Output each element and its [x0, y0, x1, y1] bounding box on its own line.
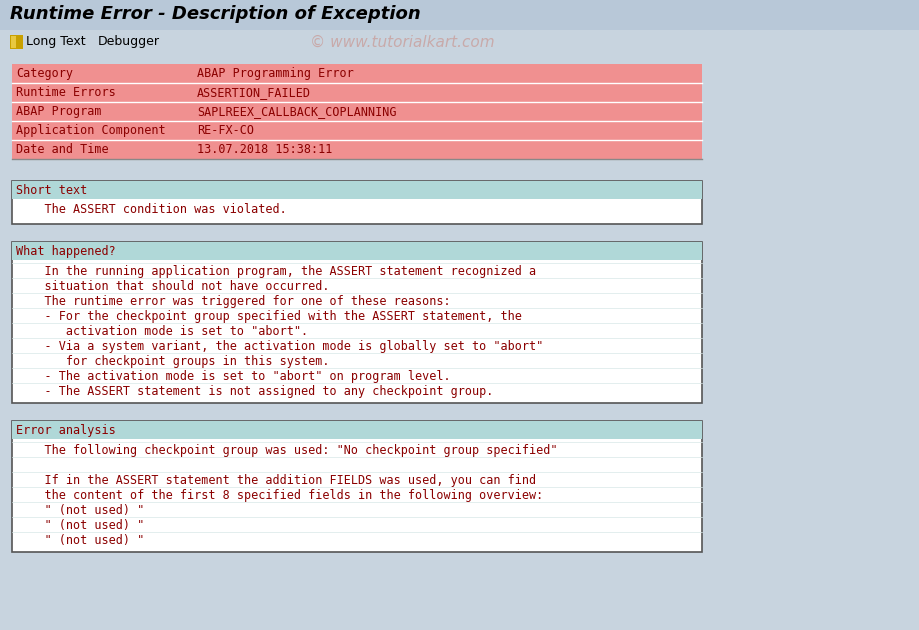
Bar	[12, 83, 702, 102]
Bar	[12, 421, 702, 552]
Bar	[11, 36, 16, 48]
Bar	[0, 0, 919, 30]
Text: Runtime Errors: Runtime Errors	[16, 86, 116, 99]
Text: Runtime Error - Description of Exception: Runtime Error - Description of Exception	[10, 5, 421, 23]
Text: ABAP Programming Error: ABAP Programming Error	[197, 67, 354, 80]
Bar	[12, 121, 702, 140]
Text: for checkpoint groups in this system.: for checkpoint groups in this system.	[16, 355, 330, 368]
Text: RE-FX-CO: RE-FX-CO	[197, 124, 254, 137]
Text: © www.tutorialkart.com: © www.tutorialkart.com	[310, 35, 494, 50]
Bar	[12, 102, 702, 121]
Text: The ASSERT condition was violated.: The ASSERT condition was violated.	[16, 203, 287, 216]
Text: Application Component: Application Component	[16, 124, 165, 137]
Bar	[12, 181, 702, 199]
Text: If in the ASSERT statement the addition FIELDS was used, you can find: If in the ASSERT statement the addition …	[16, 474, 536, 487]
Bar	[12, 181, 702, 224]
Text: What happened?: What happened?	[16, 245, 116, 258]
Text: Error analysis: Error analysis	[16, 424, 116, 437]
Bar	[12, 64, 702, 83]
Bar	[12, 140, 702, 159]
Text: - For the checkpoint group specified with the ASSERT statement, the: - For the checkpoint group specified wit…	[16, 310, 522, 323]
Bar	[12, 242, 702, 260]
Text: " (not used) ": " (not used) "	[16, 519, 144, 532]
Text: The following checkpoint group was used: "No checkpoint group specified": The following checkpoint group was used:…	[16, 444, 558, 457]
Bar	[12, 421, 702, 439]
Text: ASSERTION_FAILED: ASSERTION_FAILED	[197, 86, 311, 99]
Text: In the running application program, the ASSERT statement recognized a: In the running application program, the …	[16, 265, 536, 278]
Bar	[10, 35, 23, 49]
Text: The runtime error was triggered for one of these reasons:: The runtime error was triggered for one …	[16, 295, 450, 308]
Text: activation mode is set to "abort".: activation mode is set to "abort".	[16, 325, 308, 338]
Text: - Via a system variant, the activation mode is globally set to "abort": - Via a system variant, the activation m…	[16, 340, 543, 353]
Text: Short text: Short text	[16, 184, 87, 197]
Text: Category: Category	[16, 67, 73, 80]
Text: Debugger: Debugger	[98, 35, 160, 48]
Text: Long Text: Long Text	[26, 35, 85, 48]
Text: - The ASSERT statement is not assigned to any checkpoint group.: - The ASSERT statement is not assigned t…	[16, 385, 494, 398]
Text: " (not used) ": " (not used) "	[16, 534, 144, 547]
Text: situation that should not have occurred.: situation that should not have occurred.	[16, 280, 330, 293]
Text: SAPLREEX_CALLBACK_COPLANNING: SAPLREEX_CALLBACK_COPLANNING	[197, 105, 396, 118]
Text: the content of the first 8 specified fields in the following overview:: the content of the first 8 specified fie…	[16, 489, 543, 502]
Text: ABAP Program: ABAP Program	[16, 105, 101, 118]
Bar	[12, 242, 702, 403]
Text: 13.07.2018 15:38:11: 13.07.2018 15:38:11	[197, 143, 333, 156]
Text: Date and Time: Date and Time	[16, 143, 108, 156]
Text: " (not used) ": " (not used) "	[16, 504, 144, 517]
Bar	[0, 30, 919, 56]
Text: - The activation mode is set to "abort" on program level.: - The activation mode is set to "abort" …	[16, 370, 450, 383]
